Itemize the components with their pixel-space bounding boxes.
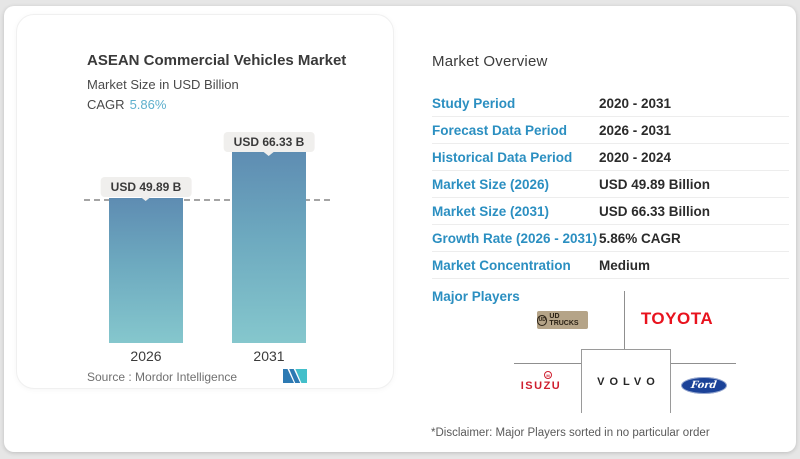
overview-title: Market Overview xyxy=(432,53,548,70)
row-label: Growth Rate (2026 - 2031) xyxy=(432,230,598,246)
toyota-logo: TOYOTA xyxy=(640,309,714,328)
disclaimer-text: *Disclaimer: Major Players sorted in no … xyxy=(431,427,710,439)
isuzu-wordmark: ISUZU xyxy=(520,380,562,392)
cagr-label: CAGR xyxy=(87,97,125,112)
source-text: Source : Mordor Intelligence xyxy=(87,370,238,384)
axis-label-2031: 2031 xyxy=(253,348,285,364)
ud-trucks-wordmark: UD TRUCKS xyxy=(549,313,579,327)
ford-wordmark: Ford xyxy=(690,380,718,391)
row-value: Medium xyxy=(599,257,651,273)
cagr-value: 5.86% xyxy=(129,97,167,112)
market-size-chart-card: ASEAN Commercial Vehicles Market Market … xyxy=(16,14,394,389)
ud-trucks-logo: UD UD TRUCKS xyxy=(537,311,588,329)
mordor-intelligence-logo xyxy=(283,369,307,383)
row-label: Market Concentration xyxy=(432,257,571,273)
row-value: USD 66.33 Billion xyxy=(599,203,711,219)
row-value: 5.86% CAGR xyxy=(599,230,681,246)
row-label: Market Size (2026) xyxy=(432,176,550,192)
table-row: Market Size (2031) USD 66.33 Billion xyxy=(432,198,789,225)
bar-value-label-2031: USD 66.33 B xyxy=(223,132,315,152)
grid-line-horizontal-left xyxy=(514,363,581,364)
page-background: ASEAN Commercial Vehicles Market Market … xyxy=(4,6,796,452)
chart-title: ASEAN Commercial Vehicles Market xyxy=(87,52,347,69)
chart-subtitle: Market Size in USD Billion xyxy=(87,77,239,92)
overview-table: Study Period 2020 - 2031 Forecast Data P… xyxy=(432,90,789,279)
row-value: USD 49.89 Billion xyxy=(599,176,711,192)
table-row: Growth Rate (2026 - 2031) 5.86% CAGR xyxy=(432,225,789,252)
bar-2026 xyxy=(109,198,183,343)
table-row: Market Size (2026) USD 49.89 Billion xyxy=(432,171,789,198)
row-label: Market Size (2031) xyxy=(432,203,550,219)
table-row: Study Period 2020 - 2031 xyxy=(432,90,789,117)
ford-logo: Ford xyxy=(681,377,727,394)
major-players-label: Major Players xyxy=(432,289,520,304)
row-label: Forecast Data Period xyxy=(432,122,568,138)
grid-line-horizontal-right xyxy=(671,363,736,364)
table-row: Market Concentration Medium xyxy=(432,252,789,279)
ud-emblem-icon: UD xyxy=(537,314,548,326)
volvo-logo: VOLVO xyxy=(581,349,671,413)
grid-line-vertical xyxy=(624,291,625,349)
row-value: 2026 - 2031 xyxy=(599,122,672,138)
isuzu-logo: M ISUZU xyxy=(516,371,566,392)
bar-value-label-2026: USD 49.89 B xyxy=(100,177,192,197)
isuzu-emblem-icon: M xyxy=(544,371,552,379)
volvo-wordmark: VOLVO xyxy=(597,376,660,388)
table-row: Forecast Data Period 2026 - 2031 xyxy=(432,117,789,144)
reference-dashed-line xyxy=(84,199,330,201)
axis-label-2026: 2026 xyxy=(130,348,162,364)
row-value: 2020 - 2024 xyxy=(599,149,672,165)
bar-2031 xyxy=(232,150,306,343)
row-value: 2020 - 2031 xyxy=(599,95,672,111)
table-row: Historical Data Period 2020 - 2024 xyxy=(432,144,789,171)
chart-cagr: CAGR 5.86% xyxy=(87,97,166,112)
row-label: Historical Data Period xyxy=(432,149,573,165)
row-label: Study Period xyxy=(432,95,516,111)
